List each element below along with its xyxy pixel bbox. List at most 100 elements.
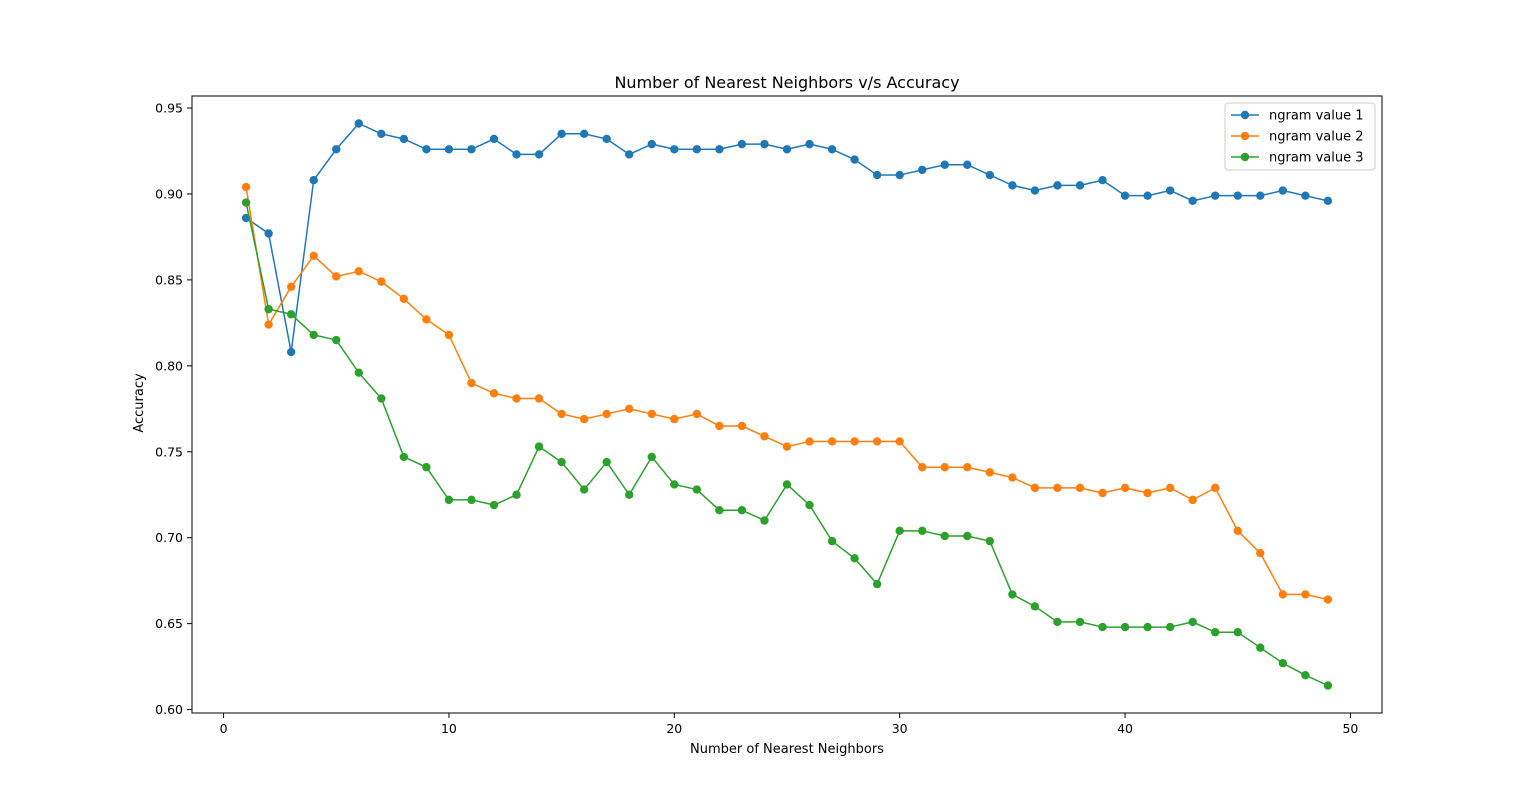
series-1-point [940,160,949,169]
series-3-point [332,335,341,345]
series-2-point [1211,483,1220,493]
x-axis: 0 10 20 30 40 50 [220,713,1358,736]
series-2-point [1098,488,1107,498]
series-2-point [1323,595,1333,604]
series-3-point [534,442,544,451]
series-2-point [918,463,927,472]
series-3-point [737,505,747,515]
series-2-point [670,414,679,424]
series-3-point [985,536,995,546]
series-1-point [647,139,656,149]
x-tick-label: 50 [1342,721,1358,736]
legend: ngram value 1 ngram value 2 ngram value 3 [1224,102,1376,171]
x-tick-label: 40 [1117,721,1133,736]
series-3-point [1053,617,1062,627]
series-layer [241,119,1333,690]
series-3-point [1188,617,1197,627]
series-1-point [602,134,611,144]
series-1-point [1165,186,1175,195]
series-2-point [692,409,702,419]
series-1-point [512,150,521,159]
series-2-point [489,389,499,398]
series-1-point [670,145,679,154]
series-2-point [309,251,318,261]
series-3-point [354,368,363,377]
series-1-point [895,170,904,180]
y-tick-label: 0.85 [155,272,183,287]
series-2-point [264,320,273,329]
series-2-point [940,463,949,472]
series-1-point [1278,186,1288,195]
y-tick-label: 0.60 [155,702,183,717]
series-1-point [760,139,769,149]
series-2-point [1188,495,1197,505]
series-1-point [557,129,566,139]
series-3-point [715,505,724,515]
series-1-point [467,145,476,154]
legend-label: ngram value 2 [1269,130,1364,145]
series-1-point [872,170,882,180]
series-3-point [286,310,296,319]
series-1-point [1030,186,1040,195]
series-2-point [1256,548,1265,558]
series-2-point [895,437,904,446]
series-1-point [1211,191,1220,200]
series-1-point [1120,191,1130,200]
series-3-point [1030,602,1040,611]
series-1-point [489,134,499,144]
legend-swatch-marker [1240,131,1250,141]
y-tick-label: 0.70 [155,530,183,545]
series-3-point [625,490,634,499]
series-2-point [1301,590,1310,599]
series-1-point [737,139,747,149]
series-1-point [918,165,927,175]
series-2-point [399,294,409,304]
series-2-point [512,394,521,403]
series-3-point [1165,622,1175,632]
series-1-point [354,119,363,128]
series-2-point [737,421,747,431]
y-tick-label: 0.75 [155,444,183,459]
series-1-point [286,347,296,357]
series-1-point [1098,176,1107,185]
series-3-point [805,500,814,510]
series-1-point [1143,191,1152,200]
x-axis-label: Number of Nearest Neighbors [690,742,884,757]
series-3-point [872,579,882,589]
series-2-point [715,421,724,431]
chart-title: Number of Nearest Neighbors v/s Accuracy [614,73,959,92]
series-1-point [850,155,859,164]
series-3-point [1278,658,1288,668]
series-1-point [805,139,814,149]
series-2-point [1278,590,1288,599]
x-tick-label: 30 [892,721,908,736]
series-1-point [782,145,792,154]
x-tick-label: 0 [220,721,228,736]
y-tick-label: 0.65 [155,616,183,631]
series-1-point [399,134,409,144]
series-2-point [286,282,296,291]
series-1-point [692,145,702,154]
series-3-point [850,554,859,563]
series-3-point [895,526,904,536]
series-3-point [489,500,499,510]
series-3-point [1098,622,1107,632]
series-3-point [963,531,972,541]
series-2-point [782,442,792,451]
legend-swatch-marker [1240,110,1250,120]
series-2-point [467,378,476,388]
series-3-point [1143,622,1152,632]
series-2-point [850,437,859,446]
series-3-point [241,198,251,207]
series-2-point [444,330,454,340]
series-1-point [1256,191,1265,200]
series-2-point [1233,526,1242,536]
series-3-point [1075,617,1085,627]
series-3-point [602,457,611,467]
series-3-point [692,485,702,494]
series-2-point [241,182,251,192]
series-2-point [534,394,544,403]
x-tick-label: 10 [441,721,457,736]
